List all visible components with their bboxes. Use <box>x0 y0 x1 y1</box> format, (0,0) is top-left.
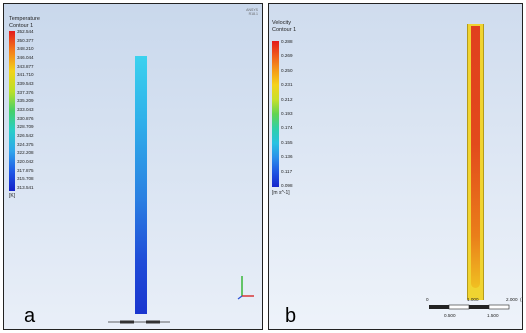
legend-subtitle-text: Contour 1 <box>9 22 34 29</box>
temperature-column <box>135 56 147 314</box>
colorbar-tick-label: 0.212 <box>281 96 293 102</box>
velocity-colorbar <box>272 41 279 187</box>
scale-unit: ( <box>520 297 522 302</box>
colorbar-tick-label: 330.876 <box>17 115 34 121</box>
legend-title-text: Velocity <box>272 20 291 26</box>
scale-label: 1.500 <box>487 313 499 318</box>
axis-triad-icon <box>237 276 254 300</box>
colorbar-tick-label: 324.375 <box>17 141 34 147</box>
scale-label: 0.500 <box>444 313 456 318</box>
velocity-column <box>467 24 484 300</box>
colorbar-tick-label: 0.193 <box>281 111 293 116</box>
colorbar-tick-label: 346.044 <box>17 55 34 60</box>
velocity-core <box>471 26 480 288</box>
colorbar-tick-label: 322.208 <box>17 150 34 156</box>
panel-label: b <box>285 305 297 327</box>
panel-label: a <box>24 305 36 327</box>
scale-bar <box>429 304 510 310</box>
scale-label: 0 <box>426 297 429 302</box>
colorbar-tick-label: 0.155 <box>281 139 293 145</box>
colorbar-tick-label: 341.710 <box>17 72 34 78</box>
colorbar-tick-label: 343.877 <box>17 63 34 69</box>
legend-subtitle-text: Contour 1 <box>272 26 297 33</box>
colorbar-tick-label: 0.098 <box>281 183 293 188</box>
colorbar-tick-label: 339.543 <box>17 81 34 86</box>
temperature-colorbar <box>9 31 15 191</box>
colorbar-tick-label: 352.544 <box>17 29 34 34</box>
colorbar-tick-label: 317.875 <box>17 167 34 173</box>
scale-label: 2.000 <box>506 297 518 302</box>
legend-title: Temperature Contour 1 <box>9 16 40 29</box>
colorbar-tick-label: 0.269 <box>281 53 293 59</box>
temperature-contour-panel: Temperature Contour 1 352.544 350.377 348.… <box>3 3 263 330</box>
software-logo-text: ANSYS R18.1 <box>246 8 258 16</box>
scale-label: 1.000 <box>467 297 479 302</box>
colorbar-tick-label: 337.376 <box>17 89 34 95</box>
unit-label: [m s^-1] <box>272 190 290 196</box>
colorbar-tick-label: 320.042 <box>17 159 34 164</box>
colorbar-tick-label: 328.709 <box>17 124 34 130</box>
colorbar-tick-label: 0.288 <box>281 39 293 44</box>
unit-label: [K] <box>9 193 16 199</box>
legend-title: Velocity Contour 1 <box>272 20 296 33</box>
velocity-contour-panel: Velocity Contour 1 0.288 0.269 0.250 0.231 0… <box>268 3 523 330</box>
colorbar-tick-label: 326.542 <box>17 133 34 138</box>
colorbar-tick-label: 333.043 <box>17 107 34 112</box>
legend-title-text: Temperature <box>9 16 40 22</box>
colorbar-tick-label: 0.231 <box>281 82 293 88</box>
scale-bar <box>108 320 170 324</box>
colorbar-tick-label: 0.136 <box>281 154 293 160</box>
colorbar-tick-label: 313.541 <box>17 185 34 190</box>
colorbar-tick-label: 350.377 <box>17 37 34 43</box>
colorbar-tick-label: 335.209 <box>17 98 34 104</box>
colorbar-tick-label: 315.708 <box>17 176 34 182</box>
colorbar-tick-label: 348.210 <box>17 46 34 52</box>
colorbar-tick-label: 0.174 <box>281 125 293 131</box>
colorbar-tick-label: 0.117 <box>281 168 293 174</box>
colorbar-tick-label: 0.250 <box>281 67 293 73</box>
